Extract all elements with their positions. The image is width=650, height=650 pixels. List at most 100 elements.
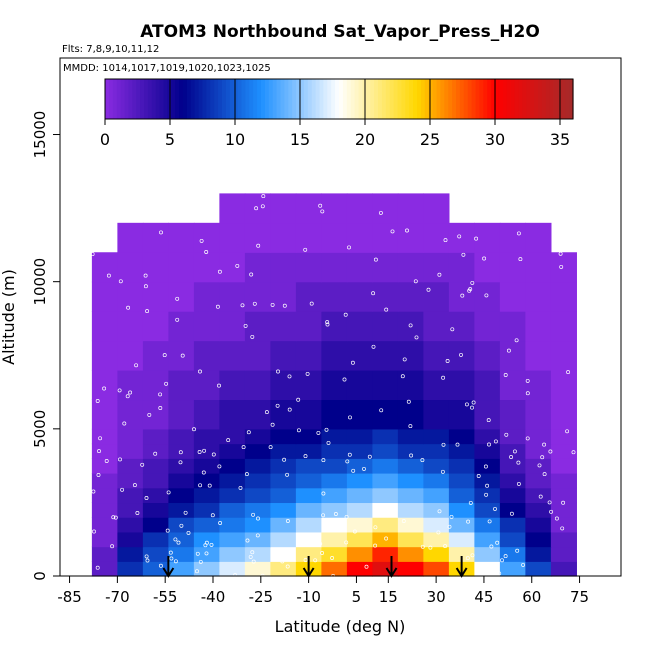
heatmap-cell [499,311,526,342]
heatmap-cell [142,472,169,489]
heatmap-cell [372,252,399,283]
heatmap-cell [448,546,475,562]
heatmap-cell [448,222,475,253]
colorbar-segment [253,79,258,119]
colorbar-segment [491,79,496,119]
x-tick-label: -85 [57,588,82,606]
observation-point [199,238,204,243]
heatmap-cell [423,487,450,504]
observation-point [516,481,521,486]
observation-point [145,558,150,563]
heatmap-cell [91,340,118,371]
heatmap-cell [295,458,322,474]
observation-point [98,436,103,441]
observation-point [482,256,487,261]
heatmap-cell [448,472,475,489]
observation-point [158,406,163,410]
colorbar-segment [498,79,504,119]
observation-point [521,562,526,567]
observation-point [516,231,521,236]
heatmap-cell [117,311,144,342]
heatmap-cell [525,399,552,430]
heatmap-cell [219,443,246,459]
colorbar-segment [530,79,535,119]
observation-point [402,357,407,362]
heatmap-cell [346,517,373,533]
heatmap-cell [346,399,373,430]
colorbar-segment [120,79,126,119]
observation-point [135,511,140,515]
colorbar-segment [300,79,305,119]
colorbar-segment [128,79,133,119]
colorbar-segment [245,79,250,119]
heatmap-cell [244,428,271,445]
observation-point [132,483,137,488]
observation-point [436,530,441,535]
observation-point [316,430,321,435]
observation-point [218,521,223,525]
observation-point [343,312,348,317]
colorbar-segment [225,79,231,119]
observation-point [371,291,376,296]
heatmap-cell [499,561,526,577]
observation-point [211,452,216,457]
observation-point [371,344,376,349]
observation-point [318,203,323,208]
observation-point [97,449,101,454]
observation-point [487,442,491,447]
colorbar-segment [463,79,469,119]
observation-point [251,559,256,564]
observation-point [525,391,530,396]
heatmap-cell [193,281,220,312]
observation-point [235,263,240,268]
heatmap-cell [550,443,577,459]
colorbar-segment [444,79,449,119]
colorbar-segment [237,79,243,119]
colorbar-segment [374,79,379,119]
colorbar-segment [214,79,219,119]
observation-point [296,397,301,402]
observation-point [324,427,329,432]
heatmap-cell [397,222,424,253]
heatmap-cell [193,546,220,562]
observation-point [175,296,180,301]
observation-point [347,245,351,250]
observation-point [209,542,214,547]
heatmap-cell [295,340,322,371]
colorbar-segment [342,79,348,119]
heatmap-cell [372,561,399,577]
heatmap-cell [270,340,297,371]
x-tick-label: 45 [474,588,493,606]
observation-point [117,388,122,393]
observation-point [525,378,530,383]
observation-point [128,390,133,395]
heatmap-cell [168,252,195,283]
observation-point [512,449,517,454]
colorbar-tick-label: 35 [550,130,570,149]
heatmap-cell [244,340,271,371]
observation-point [158,392,163,397]
heatmap-cell [346,502,373,518]
colorbar-segment [155,79,161,119]
observation-point [485,483,490,488]
x-tick-label: 5 [352,588,362,606]
heatmap-cell [423,252,450,283]
heatmap-cell [321,252,348,283]
heatmap-cell [117,502,144,518]
colorbar-segment [159,79,165,119]
observation-point [542,472,547,477]
heatmap-cell [270,399,297,430]
heatmap-cell [550,487,577,504]
heatmap-cell [372,531,399,548]
x-tick-label: -55 [153,588,178,606]
heatmap-cell [499,369,526,401]
observation-point [409,453,414,458]
observation-point [489,544,494,549]
flights-subtitle: Flts: 7,8,9,10,11,12 [62,44,159,55]
heatmap-cell [91,458,118,474]
observation-point [159,230,163,235]
heatmap-cell [372,517,399,533]
heatmap-cell [219,252,246,283]
heatmap-cell [474,369,501,401]
